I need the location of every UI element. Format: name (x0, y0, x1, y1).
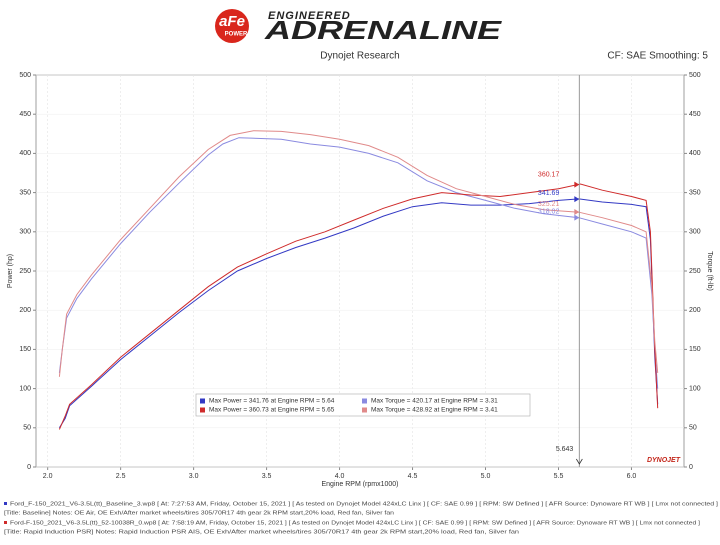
y2-tick-label: 450 (689, 111, 701, 118)
cursor-label: 5.643 (556, 446, 574, 453)
y-tick-label: 100 (19, 385, 31, 392)
y2-tick-label: 150 (689, 346, 701, 353)
y-tick-label: 50 (23, 425, 31, 432)
legend-swatch (362, 407, 367, 413)
y-tick-label: 500 (19, 72, 31, 79)
y-tick-label: 450 (19, 111, 31, 118)
y-tick-label: 300 (19, 229, 31, 236)
cursor-reading: 341.69 (538, 190, 560, 197)
y2-axis-label: Torque (ft-lb) (706, 251, 713, 291)
chart-subtitle: CF: SAE Smoothing: 5 (607, 51, 708, 62)
cursor-marker (574, 181, 580, 188)
series-line (58, 198, 659, 429)
x-tick-label: 3.5 (262, 473, 272, 480)
legend-swatch (200, 398, 205, 404)
y2-tick-label: 300 (689, 229, 701, 236)
footer-swatch (4, 521, 7, 524)
y-tick-label: 200 (19, 307, 31, 314)
legend-label: Max Torque = 428.92 at Engine RPM = 3.41 (371, 407, 498, 414)
logo-brand: aFe (219, 13, 245, 30)
logo-brand-sub: POWER (225, 32, 248, 38)
y-axis-label: Power (hp) (7, 254, 14, 288)
x-tick-label: 2.5 (116, 473, 126, 480)
x-tick-label: 6.0 (627, 473, 637, 480)
series-line (58, 137, 659, 389)
cursor-marker (574, 209, 580, 216)
y2-tick-label: 350 (689, 189, 701, 196)
x-tick-label: 4.0 (335, 473, 345, 480)
x-tick-label: 5.5 (554, 473, 564, 480)
y-tick-label: 350 (19, 189, 31, 196)
x-tick-label: 5.0 (481, 473, 491, 480)
y2-tick-label: 200 (689, 307, 701, 314)
x-tick-label: 3.0 (189, 473, 199, 480)
logo-tagline: ENGINEERED (268, 10, 351, 22)
cursor-reading: 325.21 (538, 201, 560, 208)
y-tick-label: 0 (27, 464, 31, 471)
legend-box (195, 393, 531, 417)
legend-swatch (362, 398, 367, 404)
series-line (58, 183, 659, 430)
cursor-reading: 318.02 (538, 209, 560, 216)
y2-tick-label: 100 (689, 385, 701, 392)
logo-product: ADRENALINE (264, 15, 502, 45)
series-line (58, 130, 659, 377)
chart-title: Dynojet Research (320, 51, 399, 62)
footer-swatch (4, 502, 7, 505)
legend-label: Max Power = 360.73 at Engine RPM = 5.65 (209, 407, 335, 414)
legend-swatch (200, 407, 205, 413)
y2-tick-label: 0 (689, 464, 693, 471)
watermark: DYNOJET (647, 457, 681, 464)
x-axis-label: Engine RPM (rpmx1000) (321, 481, 398, 488)
x-tick-label: 2.0 (43, 473, 53, 480)
cursor-marker (574, 196, 580, 203)
cursor-marker (574, 214, 580, 221)
footer-line: Ford-F-150_2021_V6-3.5L(tt)_52-10038R_0.… (10, 520, 701, 526)
y-tick-label: 150 (19, 346, 31, 353)
footer-line: [Title: Rapid Induction PSR] Notes: Rapi… (4, 529, 519, 535)
y2-tick-label: 400 (689, 150, 701, 157)
y2-tick-label: 50 (689, 425, 697, 432)
y2-tick-label: 500 (689, 72, 701, 79)
logo-badge (215, 9, 249, 43)
legend-label: Max Torque = 420.17 at Engine RPM = 3.31 (371, 398, 498, 405)
legend-label: Max Power = 341.76 at Engine RPM = 5.64 (209, 398, 335, 405)
y-tick-label: 250 (19, 268, 31, 275)
cursor-pointer (576, 458, 583, 465)
legend: Max Power = 341.76 at Engine RPM = 5.64 M… (195, 393, 531, 417)
y2-tick-label: 250 (689, 268, 701, 275)
footer-line: Ford_F-150_2021_V6-3.5L(tt)_Baseline_3.w… (10, 501, 719, 507)
cursor-reading: 360.17 (538, 171, 560, 178)
x-tick-label: 4.5 (408, 473, 418, 480)
footer-line: [Title: Baseline] Notes: OE Air, OE Exh/… (4, 510, 394, 516)
plot-area: 2.0 2.5 3.0 3.5 4.0 4.5 5.0 5.5 6.0 0 50 100 150 200 2… (19, 72, 700, 480)
y-tick-label: 400 (19, 150, 31, 157)
